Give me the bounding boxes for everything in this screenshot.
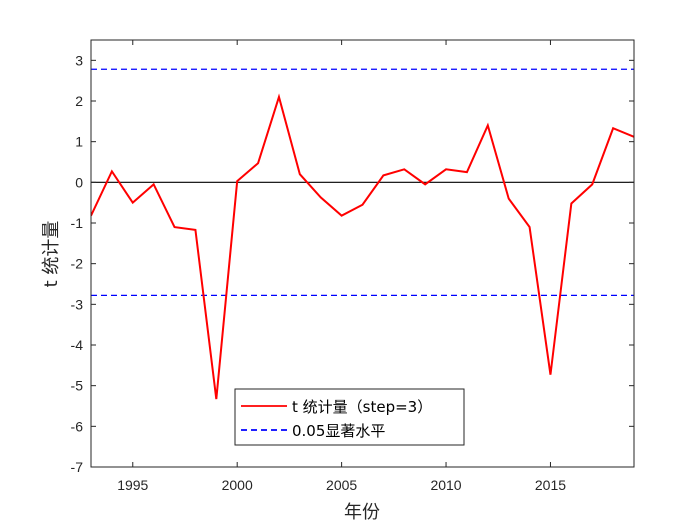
axes: -7 -6 -5 -4 -3 -2 -1 0 1 2 3 1995 2000 2005 2010 2015 [71,39,635,493]
y-tick-label: 1 [75,134,83,150]
y-tick-label: 3 [75,52,83,68]
y-tick-label: -5 [71,378,84,394]
plot-frame [90,39,635,468]
legend-entry-label: 0.05显著水平 [292,422,385,440]
x-tick-label: 2005 [326,477,357,493]
x-axis-label: 年份 [344,502,380,523]
legend-box [234,388,465,446]
y-tick-label: -6 [71,418,84,434]
x-tick-label: 2010 [430,477,461,493]
y-tick-label: -4 [71,337,84,353]
x-tick-label: 2015 [535,477,566,493]
x-tick-label: 2000 [222,477,253,493]
x-tick-label: 1995 [117,477,148,493]
legend-entry-label: t 统计量（step=3） [292,398,432,416]
y-tick-label: -2 [71,256,84,272]
y-tick-label: -3 [71,296,84,312]
y-tick-label: -1 [71,215,84,231]
y-tick-label: 0 [75,174,83,190]
legend: t 统计量（step=3） 0.05显著水平 [234,388,465,446]
y-tick-label: -7 [71,459,84,475]
y-axis-label: t 统计量 [41,221,62,288]
y-tick-label: 2 [75,93,83,109]
